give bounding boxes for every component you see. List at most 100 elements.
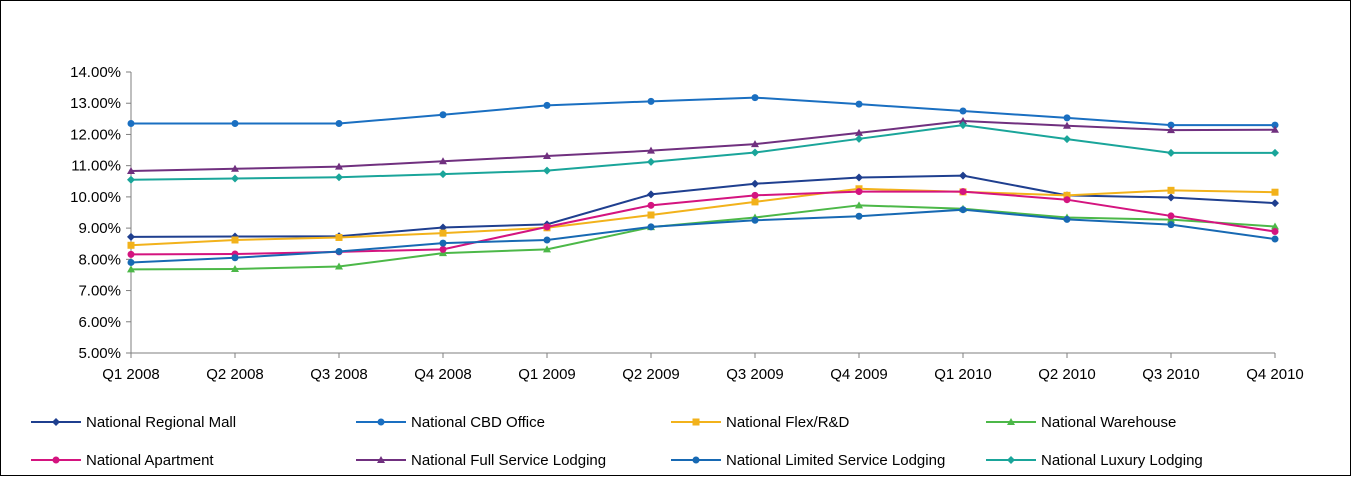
data-point — [1167, 221, 1175, 229]
data-point — [335, 262, 343, 270]
data-point — [1167, 212, 1175, 220]
series-line — [130, 124, 1275, 181]
data-point — [1063, 114, 1071, 122]
series-5 — [127, 117, 1279, 174]
data-point — [439, 239, 447, 247]
data-point — [1271, 235, 1279, 243]
data-point — [439, 245, 447, 253]
y-tick-label: 10.00% — [70, 189, 121, 206]
legend-label: National Apartment — [86, 452, 214, 469]
legend-item: National Warehouse — [986, 414, 1176, 431]
data-point — [1063, 215, 1071, 223]
legend-item: National Flex/R&D — [671, 414, 850, 431]
data-point — [377, 456, 385, 463]
data-point — [959, 206, 967, 214]
legend-label: National Full Service Lodging — [411, 452, 606, 469]
data-point — [1167, 186, 1175, 194]
data-point — [231, 164, 239, 172]
data-point — [959, 171, 967, 180]
data-point — [127, 265, 135, 273]
data-point — [751, 191, 759, 199]
data-point — [543, 223, 551, 231]
series-line — [130, 208, 1276, 264]
data-point — [1271, 199, 1279, 208]
data-point — [543, 101, 551, 109]
legend-item: National Apartment — [31, 452, 214, 469]
data-point — [543, 236, 551, 244]
data-point — [647, 201, 655, 209]
data-point — [1271, 228, 1279, 236]
data-point — [1007, 456, 1015, 464]
data-point — [439, 223, 447, 232]
data-point — [647, 190, 655, 199]
series-line — [131, 96, 1275, 127]
data-point — [855, 201, 863, 209]
data-point — [1063, 196, 1071, 204]
data-point — [751, 216, 759, 224]
series-line — [130, 187, 1276, 247]
legend-label: National Limited Service Lodging — [726, 452, 945, 469]
legend-label: National Warehouse — [1041, 414, 1176, 431]
x-axis-tick-labels: Q1 2008 Q2 2008 Q3 2008 Q4 2008 Q1 2009 Q2 20… — [102, 366, 1304, 383]
data-point — [127, 175, 135, 184]
legend-label: National CBD Office — [411, 414, 545, 431]
x-tick-label: Q2 2009 — [622, 366, 680, 383]
y-tick-label: 8.00% — [78, 251, 121, 268]
y-tick-label: 11.00% — [71, 158, 121, 175]
x-tick-label: Q2 2010 — [1038, 366, 1096, 383]
y-tick-label: 7.00% — [78, 283, 121, 300]
data-point — [1007, 418, 1015, 425]
x-tick-label: Q3 2008 — [310, 366, 368, 383]
data-point — [1167, 121, 1175, 129]
data-point — [439, 229, 447, 237]
data-point — [1063, 135, 1071, 144]
data-point — [335, 248, 343, 256]
x-tick-label: Q4 2010 — [1246, 366, 1304, 383]
data-point — [231, 120, 239, 128]
data-point — [231, 265, 239, 273]
data-point — [127, 232, 135, 241]
legend-label: National Luxury Lodging — [1041, 452, 1203, 469]
y-tick-label: 6.00% — [78, 314, 121, 331]
legend-label: National Regional Mall — [86, 414, 236, 431]
data-point — [1271, 125, 1279, 133]
legend-item: National CBD Office — [356, 414, 545, 431]
data-point — [751, 179, 759, 188]
x-tick-label: Q3 2010 — [1142, 366, 1200, 383]
data-point — [855, 173, 863, 182]
data-point — [647, 97, 655, 105]
data-point — [647, 146, 655, 154]
data-point — [52, 456, 60, 464]
x-tick-label: Q4 2008 — [414, 366, 472, 383]
legend-item: National Limited Service Lodging — [671, 452, 945, 469]
legend-item: National Regional Mall — [31, 414, 236, 431]
data-point — [1063, 121, 1071, 129]
data-point — [855, 134, 863, 143]
data-point — [543, 166, 551, 175]
legend: National Regional Mall National CBD Offic… — [31, 414, 1203, 469]
data-point — [959, 117, 967, 125]
series-lines — [127, 94, 1279, 273]
y-tick-label: 5.00% — [78, 345, 121, 362]
data-point — [127, 241, 135, 249]
series-line — [130, 120, 1276, 172]
data-point — [751, 94, 759, 102]
series-line — [130, 174, 1276, 238]
y-tick-label: 14.00% — [70, 64, 121, 81]
data-point — [1063, 191, 1071, 199]
legend-item: National Luxury Lodging — [986, 452, 1203, 469]
data-point — [959, 188, 967, 196]
data-point — [855, 212, 863, 220]
data-point — [855, 188, 863, 196]
data-point — [231, 236, 239, 244]
data-point — [751, 198, 759, 206]
data-point — [127, 166, 135, 174]
data-point — [439, 170, 447, 179]
data-point — [959, 107, 967, 115]
data-point — [692, 456, 700, 464]
data-point — [1271, 148, 1279, 157]
data-point — [335, 162, 343, 170]
y-tick-label: 9.00% — [78, 220, 121, 237]
series-2 — [127, 185, 1279, 249]
